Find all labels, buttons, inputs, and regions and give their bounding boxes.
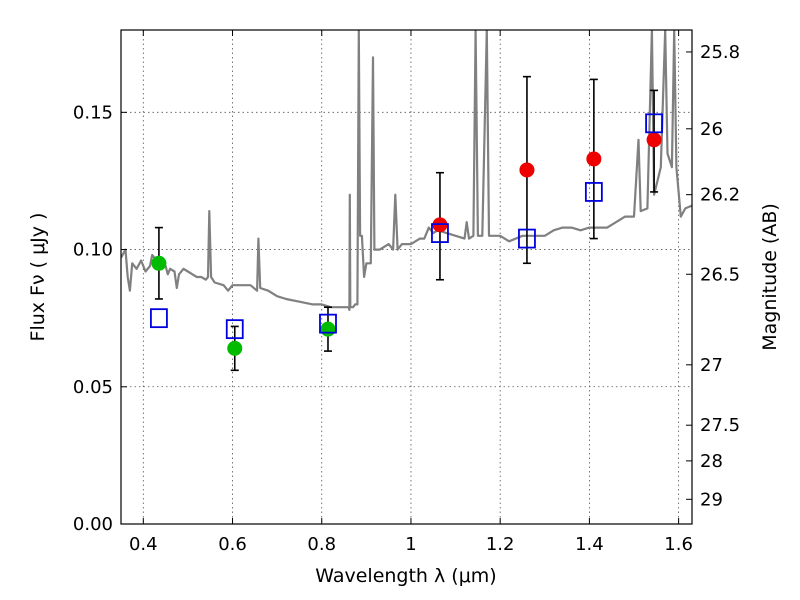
data-point bbox=[227, 340, 243, 356]
y-tick-label: 0.00 bbox=[73, 514, 113, 535]
x-tick-label: 0.4 bbox=[129, 534, 158, 555]
data-point bbox=[151, 255, 167, 271]
model-square-point bbox=[431, 223, 449, 243]
data-markers bbox=[150, 75, 663, 372]
x-tick-label: 0.8 bbox=[307, 534, 336, 555]
axis-ticks: 0.4 0.6 0.8 1 1.2 1.4 1.6 0.00 0.05 0.10 0.15 25.8 2… bbox=[73, 30, 740, 555]
mag-tick-label: 29 bbox=[700, 489, 723, 510]
data-point bbox=[586, 151, 602, 167]
x-axis-label: Wavelength λ (μm) bbox=[315, 565, 496, 587]
x-tick-label: 1 bbox=[405, 534, 416, 555]
y2-axis-label: Magnitude (AB) bbox=[759, 203, 781, 351]
mag-tick-label: 26.5 bbox=[700, 264, 740, 285]
mag-tick-label: 27 bbox=[700, 355, 723, 376]
y-tick-label: 0.05 bbox=[73, 377, 113, 398]
x-tick-label: 1.4 bbox=[575, 534, 604, 555]
x-tick-label: 1.2 bbox=[486, 534, 515, 555]
model-square-point bbox=[319, 313, 337, 334]
y-tick-label: 0.10 bbox=[73, 240, 113, 261]
data-point bbox=[320, 321, 336, 337]
mag-tick-label: 28 bbox=[700, 451, 723, 472]
model-square-point bbox=[584, 182, 603, 202]
data-point bbox=[519, 162, 535, 178]
y-tick-label: 0.15 bbox=[73, 102, 113, 123]
mag-tick-label: 27.5 bbox=[700, 415, 740, 436]
data-point bbox=[646, 132, 662, 148]
model-square-point bbox=[225, 319, 244, 340]
mag-tick-label: 26 bbox=[700, 119, 723, 140]
y-axis-label: Flux Fν ( μJy ) bbox=[27, 213, 49, 342]
x-tick-label: 0.6 bbox=[218, 534, 247, 555]
model-square-point bbox=[150, 308, 168, 329]
model-square-point bbox=[645, 113, 663, 134]
x-tick-label: 1.6 bbox=[664, 534, 693, 555]
mag-tick-label: 26.2 bbox=[700, 185, 740, 206]
model-square-point bbox=[518, 228, 536, 249]
mag-tick-label: 25.8 bbox=[700, 42, 740, 63]
plot-frame bbox=[120, 29, 693, 525]
grid bbox=[121, 30, 692, 524]
